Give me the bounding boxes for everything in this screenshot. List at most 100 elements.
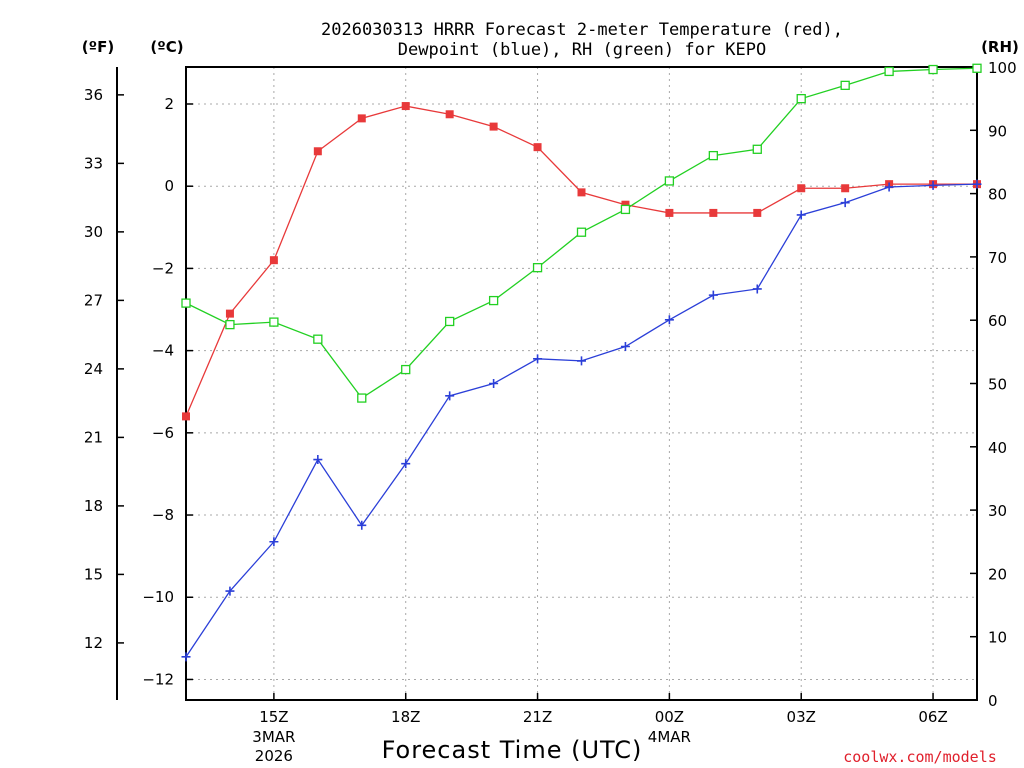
temperature-point — [445, 110, 454, 119]
rh-point — [576, 227, 587, 237]
x-tick-label: 18Z — [391, 708, 420, 726]
rh-point — [928, 64, 938, 75]
fahrenheit-tick-label: 36 — [84, 86, 103, 104]
rh-tick-label: 60 — [988, 312, 1007, 330]
x-tick-label: 06Z — [918, 708, 947, 726]
dewpoint-point — [972, 179, 982, 189]
x-tick-sublabel: 4MAR — [648, 728, 691, 746]
rh-point — [752, 144, 762, 154]
chart-title-line2: Dewpoint (blue), RH (green) for KEPO — [398, 40, 766, 60]
dewpoint-point — [269, 537, 279, 547]
rh-tick-label: 30 — [988, 502, 1007, 520]
temperature-point — [182, 412, 190, 421]
rh-unit-label: (RH) — [981, 38, 1019, 56]
dewpoint-point — [577, 356, 586, 366]
dewpoint-point — [752, 284, 762, 294]
temperature-point — [225, 309, 234, 318]
temperature-point — [841, 184, 850, 193]
dewpoint-line — [185, 183, 978, 658]
celsius-unit-label: (ºC) — [150, 38, 183, 56]
rh-point — [532, 263, 543, 273]
x-tick-sublabel: 3MAR — [252, 728, 295, 746]
x-tick-label: 00Z — [655, 708, 684, 726]
rh-point — [401, 364, 411, 375]
rh-tick-label: 20 — [988, 565, 1007, 583]
x-tick-label: 21Z — [523, 708, 552, 726]
fahrenheit-unit-label: (ºF) — [82, 38, 114, 56]
temperature-point — [665, 208, 674, 217]
dewpoint-point — [225, 586, 235, 596]
fahrenheit-tick-label: 12 — [84, 634, 103, 652]
rh-point — [796, 94, 806, 104]
fahrenheit-tick-label: 27 — [84, 291, 103, 309]
dewpoint-point — [620, 342, 630, 352]
temperature-point — [357, 114, 366, 123]
temperature-point — [401, 102, 410, 111]
temperature-point — [489, 122, 498, 131]
dewpoint-point — [533, 354, 543, 364]
temperature-point — [621, 200, 630, 209]
temperature-point — [709, 208, 718, 217]
rh-tick-label: 10 — [988, 629, 1007, 647]
x-tick-label: 03Z — [787, 708, 816, 726]
temperature-point — [753, 208, 762, 217]
rh-tick-label: 70 — [988, 249, 1007, 267]
fahrenheit-tick-label: 15 — [84, 565, 103, 583]
dewpoint-point — [796, 210, 806, 220]
rh-point — [269, 317, 279, 327]
rh-point — [488, 295, 499, 306]
rh-point — [972, 63, 982, 73]
series — [181, 63, 982, 662]
dewpoint-point — [401, 459, 411, 469]
rh-point — [620, 204, 631, 215]
rh-point — [225, 319, 235, 330]
rh-point — [664, 176, 675, 186]
fahrenheit-tick-label: 33 — [84, 154, 103, 172]
rh-tick-label: 90 — [988, 122, 1007, 140]
celsius-tick-label: −10 — [142, 588, 174, 606]
celsius-tick-label: 0 — [164, 177, 174, 195]
rh-tick-label: 40 — [988, 439, 1007, 457]
credit-label: coolwx.com/models — [843, 748, 997, 766]
fahrenheit-tick-label: 24 — [84, 360, 103, 378]
rh-point — [445, 316, 455, 327]
chart-title-line1: 2026030313 HRRR Forecast 2-meter Tempera… — [321, 20, 843, 40]
plot-frame — [185, 66, 978, 701]
temperature-point — [533, 143, 542, 152]
celsius-tick-label: −8 — [152, 506, 174, 524]
celsius-tick-label: 2 — [164, 95, 174, 113]
x-tick-label: 15Z — [259, 708, 288, 726]
temperature-line — [185, 105, 977, 417]
rh-point — [181, 298, 191, 308]
temperature-point — [269, 256, 278, 265]
x-axis-label: Forecast Time (UTC) — [382, 736, 643, 764]
tick-labels: 20−2−4−6−8−10−12363330272421181512100908… — [84, 59, 1017, 765]
rh-tick-label: 0 — [988, 692, 998, 710]
celsius-tick-label: −4 — [152, 342, 174, 360]
temperature-point — [797, 184, 806, 193]
dewpoint-point — [357, 520, 367, 530]
rh-point — [840, 80, 850, 91]
dewpoint-point — [313, 455, 323, 465]
celsius-tick-label: −12 — [142, 670, 174, 688]
grid — [186, 67, 977, 700]
dewpoint-point — [884, 182, 894, 192]
rh-tick-label: 50 — [988, 376, 1007, 394]
fahrenheit-tick-label: 18 — [84, 497, 103, 515]
dewpoint-point — [181, 652, 191, 662]
celsius-tick-label: −6 — [152, 424, 174, 442]
rh-tick-label: 80 — [988, 186, 1007, 204]
rh-point — [884, 66, 894, 77]
dewpoint-point — [840, 198, 850, 208]
dewpoint-point — [928, 180, 938, 190]
x-tick-sublabel: 2026 — [255, 747, 293, 765]
axes — [116, 66, 978, 701]
rh-tick-label: 100 — [988, 59, 1017, 77]
rh-point — [357, 393, 367, 403]
fahrenheit-tick-label: 30 — [84, 223, 103, 241]
fahrenheit-tick-label: 21 — [84, 428, 103, 446]
dewpoint-point — [708, 290, 718, 300]
celsius-tick-label: −2 — [152, 259, 174, 277]
dewpoint-point — [445, 391, 455, 401]
